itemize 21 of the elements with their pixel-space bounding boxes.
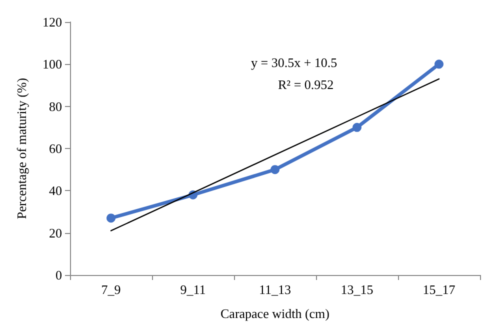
point [352, 122, 362, 132]
point [434, 60, 444, 69]
y-tick-label: 0 [56, 268, 62, 282]
y-tick-label: 80 [49, 98, 62, 114]
point [270, 165, 280, 174]
y-tick-label: 40 [49, 183, 62, 198]
y-axis-title: Percentage of maturity (%) [14, 78, 29, 220]
annotation: R² = 0.952 [278, 77, 334, 92]
x-tick-label: 15_17 [422, 282, 456, 297]
annotation: y = 30.5x + 10.5 [251, 55, 338, 70]
y-tick-label: 60 [49, 141, 62, 156]
y-tick-label: 20 [49, 225, 62, 240]
x-tick-label: 7_9 [101, 282, 121, 297]
y-tick-label: 100 [42, 56, 62, 72]
x-tick-label: 13_15 [340, 282, 374, 297]
x-tick-label: 9_11 [180, 282, 206, 297]
point [106, 214, 116, 223]
line-series [110, 78, 440, 232]
y-tick-label: 120 [42, 14, 62, 30]
x-axis-title: Carapace width (cm) [220, 306, 330, 321]
x-tick-label: 11_13 [258, 282, 292, 297]
